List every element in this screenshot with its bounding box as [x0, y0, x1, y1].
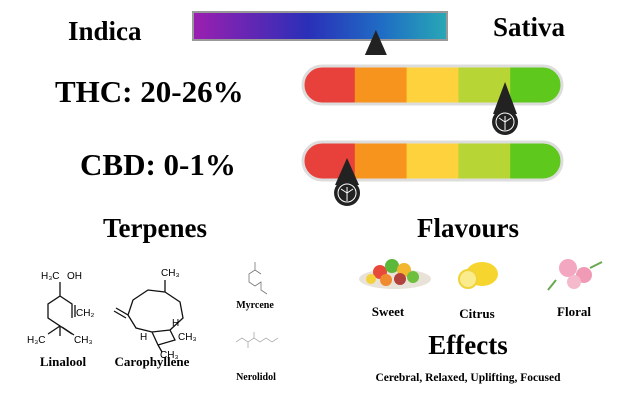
sweet-icon	[359, 259, 431, 289]
chem-label: H₃C	[41, 271, 60, 282]
carophyllene-structure: CH₃ H H CH₃ CH₃	[113, 268, 197, 361]
indica-sativa-bar	[192, 11, 448, 41]
chem-label: CH₃	[178, 332, 197, 343]
meter-segment	[458, 142, 511, 180]
chem-label: CH₃	[74, 335, 93, 346]
nerolidol-structure	[235, 332, 279, 348]
thc-meter-frame	[301, 64, 564, 106]
linalool-structure: H₃C OH CH₂ H₃C CH₃	[27, 271, 94, 346]
meter-segment	[406, 142, 459, 180]
meter-segment	[510, 66, 562, 104]
meter-segment	[354, 66, 408, 104]
myrcene-structure	[248, 262, 268, 295]
chem-label: CH₃	[161, 268, 180, 279]
thc-label: THC: 20-26%	[55, 74, 244, 109]
effects-text: Cerebral, Relaxed, Uplifting, Focused	[375, 372, 561, 384]
meter-segment	[510, 142, 562, 180]
chem-label: H	[172, 318, 179, 329]
terpene-name: Myrcene	[236, 300, 274, 311]
cbd-meter-frame	[301, 140, 564, 182]
pointer-badge-leaf	[340, 187, 354, 201]
indica-label: Indica	[68, 16, 142, 46]
effects-title: Effects	[428, 330, 507, 360]
thc-meter	[303, 66, 562, 104]
pointer-arrow	[335, 158, 360, 185]
flavour-name: Citrus	[459, 306, 494, 321]
terpene-name: Carophyllene	[115, 354, 190, 369]
flavour-name: Floral	[557, 304, 591, 319]
sativa-label: Sativa	[493, 12, 566, 42]
flavour-name: Sweet	[372, 304, 405, 319]
meter-segment	[406, 66, 459, 104]
meter-pointer	[492, 82, 519, 135]
terpenes-title: Terpenes	[103, 213, 207, 243]
pointer-badge-ring	[495, 112, 515, 132]
pointer-badge-leaf	[498, 116, 512, 130]
terpene-name: Linalool	[40, 354, 87, 369]
chem-label: CH₂	[76, 308, 94, 319]
pointer-badge-ring	[337, 183, 357, 203]
pointer-arrow	[493, 82, 518, 114]
cbd-label: CBD: 0-1%	[80, 147, 236, 182]
terpene-name: Nerolidol	[236, 372, 276, 383]
citrus-icon	[458, 262, 498, 289]
chem-label: H	[140, 332, 147, 343]
floral-icon	[547, 259, 603, 291]
meter-segment	[303, 66, 356, 104]
chem-label: CH₃	[160, 350, 179, 361]
chem-label: OH	[67, 271, 82, 282]
flavours-title: Flavours	[417, 213, 519, 243]
meter-pointer	[334, 158, 361, 206]
strain-pointer	[364, 30, 387, 55]
meter-segment	[354, 142, 408, 180]
chem-label: H₃C	[27, 335, 46, 346]
